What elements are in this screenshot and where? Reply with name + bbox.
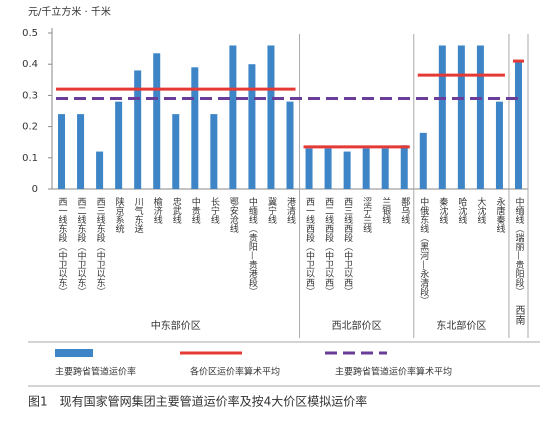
x-tick-label: 西三线东段（中卫以东） bbox=[95, 197, 106, 296]
bar bbox=[438, 45, 446, 190]
bar bbox=[96, 151, 104, 189]
legend-swatch bbox=[55, 349, 93, 357]
x-tick-label: 冀宁线 bbox=[266, 196, 277, 224]
x-tick-label: 鄂安沧线 bbox=[228, 197, 239, 233]
x-tick-label: 中俄东线（黑河—永清段） bbox=[418, 196, 429, 305]
bar bbox=[343, 151, 351, 189]
bar bbox=[457, 45, 465, 190]
x-tick-label: 哈沈线 bbox=[456, 196, 467, 224]
bar bbox=[362, 148, 370, 189]
x-tick-label: 涩宁兰线 bbox=[361, 197, 372, 233]
y-axis-label: 元/千立方米 · 千米 bbox=[28, 5, 111, 18]
bar bbox=[267, 45, 275, 190]
x-tick-label: 永唐秦线 bbox=[494, 196, 505, 233]
y-tick-label: 0.2 bbox=[22, 122, 38, 133]
bar bbox=[324, 148, 332, 189]
bar bbox=[134, 70, 142, 189]
x-tick-label: 川气东送 bbox=[133, 197, 144, 234]
x-tick-label: 西一线西段（中卫以西） bbox=[304, 197, 315, 296]
bar bbox=[115, 101, 123, 189]
x-tick-label: 鄯乌线 bbox=[399, 196, 410, 224]
y-tick-label: 0.4 bbox=[22, 59, 38, 70]
group-label: 西北部价区 bbox=[332, 319, 382, 332]
y-tick-label: 0 bbox=[32, 184, 38, 195]
bar bbox=[153, 53, 161, 189]
bar bbox=[305, 148, 313, 189]
legend-label: 主要跨省管道运价率 bbox=[55, 366, 136, 378]
group-label: 中东部价区 bbox=[151, 319, 201, 332]
x-tick-label: 陕京系统 bbox=[114, 196, 125, 234]
bar bbox=[381, 148, 389, 189]
bar bbox=[476, 45, 484, 190]
x-tick-label: 秦沈线 bbox=[437, 196, 448, 224]
bar bbox=[229, 45, 237, 190]
y-tick-label: 0.3 bbox=[22, 90, 38, 101]
group-label: 东北部价区 bbox=[436, 319, 486, 332]
x-tick-label: 中缅线（贵阳—贵港段） bbox=[247, 196, 257, 296]
legend-label: 主要跨省管道运价率算术平均 bbox=[335, 366, 452, 378]
bar bbox=[58, 114, 66, 189]
bar bbox=[210, 114, 218, 189]
group-label: 西南 bbox=[513, 305, 525, 325]
bar bbox=[248, 64, 256, 189]
bar bbox=[286, 101, 294, 189]
x-tick-label: 西二线东段（中卫以东） bbox=[76, 197, 87, 296]
y-tick-label: 0.5 bbox=[22, 28, 38, 39]
bar bbox=[514, 61, 522, 189]
x-tick-label: 西一线东段（中卫以东） bbox=[57, 197, 68, 296]
x-tick-label: 榆济线 bbox=[152, 196, 163, 224]
y-tick-label: 0.1 bbox=[22, 153, 38, 164]
x-tick-label: 兰银线 bbox=[380, 196, 391, 224]
x-tick-label: 中贵线 bbox=[190, 196, 201, 224]
bar bbox=[172, 114, 180, 189]
x-tick-label: 港清线 bbox=[285, 196, 296, 224]
bar bbox=[77, 114, 85, 189]
x-tick-label: 中缅线（瑞丽—贵阳段） bbox=[513, 196, 524, 296]
bar bbox=[400, 145, 408, 189]
legend-label: 各价区运价率算术平均 bbox=[190, 366, 280, 378]
bar bbox=[495, 101, 503, 189]
x-tick-label: 忠武线 bbox=[171, 197, 182, 224]
chart-title: 图1 现有国家管网集团主要管道运价率及按4大价区模拟运价率 bbox=[28, 394, 367, 409]
x-tick-label: 西三线西段（中卫以西） bbox=[342, 197, 353, 296]
x-tick-label: 大沈线 bbox=[475, 196, 486, 224]
x-tick-label: 长宁线 bbox=[209, 196, 220, 224]
bar bbox=[191, 67, 199, 189]
x-tick-label: 西二线西段（中卫以西） bbox=[323, 197, 334, 296]
bar bbox=[419, 132, 427, 189]
